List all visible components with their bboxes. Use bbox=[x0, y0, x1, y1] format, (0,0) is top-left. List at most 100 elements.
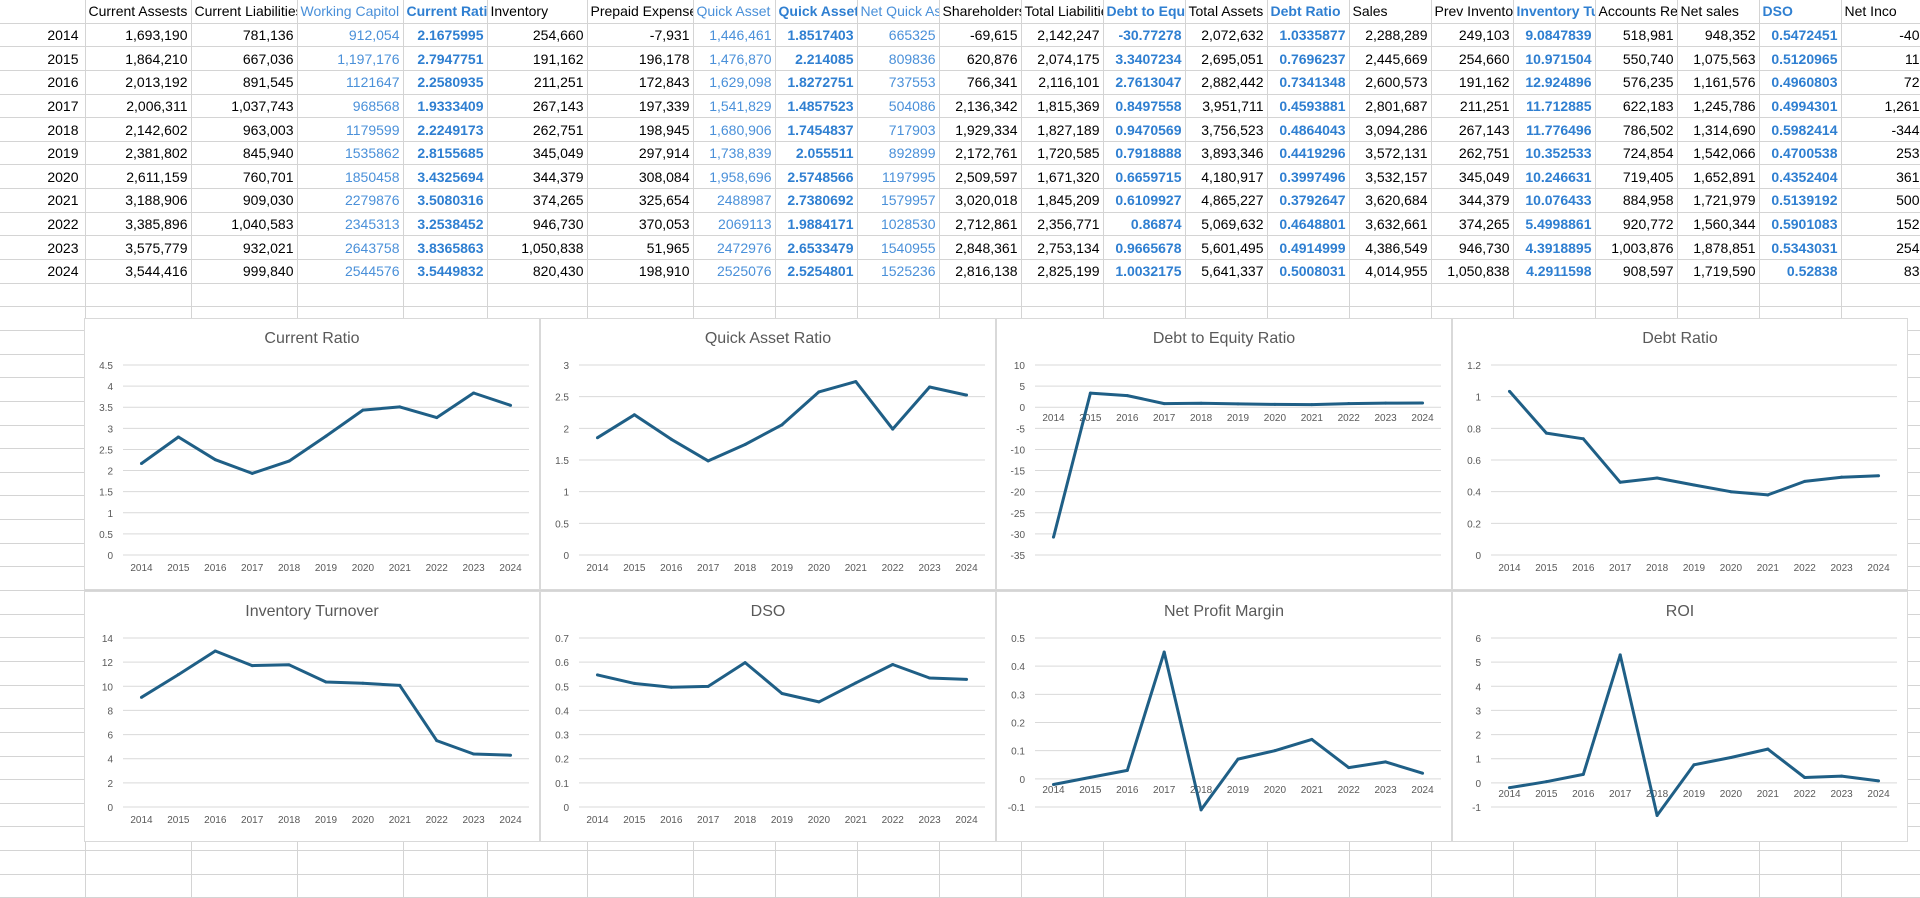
data-point[interactable] bbox=[1236, 757, 1240, 761]
data-cell[interactable]: 2345313 bbox=[297, 212, 404, 237]
empty-cell[interactable] bbox=[1759, 874, 1842, 898]
data-point[interactable] bbox=[1347, 402, 1351, 406]
data-point[interactable] bbox=[1507, 786, 1511, 790]
data-point[interactable] bbox=[1877, 779, 1881, 783]
empty-cell[interactable] bbox=[1185, 283, 1268, 308]
data-cell[interactable]: 2.214085 bbox=[775, 46, 858, 71]
column-header-cell[interactable]: Quick Asset bbox=[775, 0, 858, 24]
series-line[interactable] bbox=[140, 391, 511, 475]
data-cell[interactable]: 345,049 bbox=[1431, 164, 1514, 190]
data-cell[interactable]: 0.5120965 bbox=[1759, 46, 1842, 71]
data-cell[interactable]: 5,601,495 bbox=[1185, 235, 1268, 261]
data-cell[interactable]: 5.4998861 bbox=[1513, 212, 1596, 237]
data-point[interactable] bbox=[891, 663, 895, 667]
data-point[interactable] bbox=[472, 752, 476, 756]
data-cell[interactable]: 0.86874 bbox=[1103, 212, 1186, 237]
column-header-cell[interactable]: Quick Asset bbox=[693, 0, 776, 24]
data-cell[interactable]: 1028530 bbox=[857, 212, 940, 237]
data-point[interactable] bbox=[1199, 808, 1203, 812]
debt-ratio-chart[interactable]: Debt Ratio 1.2 1 0.8 0.6 0.4 0.2 0 2014 2015 2016 2… bbox=[1452, 318, 1908, 590]
row-year-cell[interactable]: 2019 bbox=[0, 141, 86, 166]
data-point[interactable] bbox=[1803, 776, 1807, 780]
data-cell[interactable]: 11.776496 bbox=[1513, 117, 1596, 142]
row-year-cell[interactable]: 2024 bbox=[0, 259, 86, 284]
data-cell[interactable]: 325,654 bbox=[587, 188, 694, 213]
data-cell[interactable]: 2,116,101 bbox=[1021, 70, 1104, 95]
data-point[interactable] bbox=[1162, 650, 1166, 654]
data-cell[interactable]: 1,929,334 bbox=[939, 117, 1022, 142]
data-cell[interactable]: 1,738,839 bbox=[693, 141, 776, 166]
data-point[interactable] bbox=[891, 427, 895, 431]
empty-cell[interactable] bbox=[587, 850, 694, 875]
data-cell[interactable]: 1,560,344 bbox=[1677, 212, 1760, 237]
data-point[interactable] bbox=[324, 680, 328, 684]
data-cell[interactable]: 1.0032175 bbox=[1103, 259, 1186, 284]
data-cell[interactable]: 2069113 bbox=[693, 212, 776, 237]
data-point[interactable] bbox=[817, 700, 821, 704]
data-point[interactable] bbox=[287, 459, 291, 463]
empty-cell[interactable] bbox=[1841, 874, 1920, 898]
empty-cell[interactable] bbox=[1349, 283, 1432, 308]
empty-cell[interactable] bbox=[85, 283, 192, 308]
data-cell[interactable]: 908,597 bbox=[1595, 259, 1678, 284]
data-cell[interactable]: 3,544,416 bbox=[85, 259, 192, 284]
data-point[interactable] bbox=[361, 408, 365, 412]
data-cell[interactable]: 0.4914999 bbox=[1267, 235, 1350, 261]
data-cell[interactable]: 3,632,661 bbox=[1349, 212, 1432, 237]
data-point[interactable] bbox=[706, 684, 710, 688]
empty-cell[interactable] bbox=[487, 874, 588, 898]
empty-cell[interactable] bbox=[403, 850, 488, 875]
column-header-cell[interactable]: Current Liabilities bbox=[191, 0, 298, 24]
empty-cell[interactable] bbox=[1021, 283, 1104, 308]
data-point[interactable] bbox=[213, 649, 217, 653]
data-cell[interactable]: 267,143 bbox=[487, 94, 588, 119]
data-cell[interactable]: 3,951,711 bbox=[1185, 94, 1268, 119]
data-cell[interactable]: 254 bbox=[1841, 235, 1920, 261]
empty-cell[interactable] bbox=[857, 283, 940, 308]
data-cell[interactable]: 10.971504 bbox=[1513, 46, 1596, 71]
data-cell[interactable]: 152 bbox=[1841, 212, 1920, 237]
empty-cell[interactable] bbox=[693, 283, 776, 308]
data-cell[interactable]: 1,314,690 bbox=[1677, 117, 1760, 142]
data-cell[interactable]: 0.5139192 bbox=[1759, 188, 1842, 213]
data-cell[interactable]: 5,641,337 bbox=[1185, 259, 1268, 284]
data-cell[interactable]: 0.4419296 bbox=[1267, 141, 1350, 166]
column-header-cell[interactable]: Working Capitol bbox=[297, 0, 404, 24]
data-cell[interactable]: 946,730 bbox=[487, 212, 588, 237]
data-cell[interactable]: 2525076 bbox=[693, 259, 776, 284]
empty-cell[interactable] bbox=[0, 614, 86, 639]
empty-cell[interactable] bbox=[1513, 874, 1596, 898]
data-cell[interactable]: 1,245,786 bbox=[1677, 94, 1760, 119]
data-cell[interactable]: 308,084 bbox=[587, 164, 694, 190]
column-header-cell[interactable]: Total Liabilitie bbox=[1021, 0, 1104, 24]
data-cell[interactable]: 2,172,761 bbox=[939, 141, 1022, 166]
data-point[interactable] bbox=[1088, 391, 1092, 395]
data-point[interactable] bbox=[1581, 772, 1585, 776]
empty-cell[interactable] bbox=[0, 803, 86, 828]
data-cell[interactable]: 892899 bbox=[857, 141, 940, 166]
data-point[interactable] bbox=[1655, 813, 1659, 817]
data-cell[interactable]: 2,816,138 bbox=[939, 259, 1022, 284]
data-cell[interactable]: 576,235 bbox=[1595, 70, 1678, 95]
row-year-cell[interactable]: 2023 bbox=[0, 235, 86, 261]
data-cell[interactable]: 254,660 bbox=[1431, 46, 1514, 71]
data-point[interactable] bbox=[1051, 782, 1055, 786]
data-cell[interactable]: 2.7947751 bbox=[403, 46, 488, 71]
data-point[interactable] bbox=[213, 458, 217, 462]
data-cell[interactable]: 909,030 bbox=[191, 188, 298, 213]
empty-cell[interactable] bbox=[1595, 850, 1678, 875]
empty-cell[interactable] bbox=[0, 283, 86, 308]
data-point[interactable] bbox=[928, 385, 932, 389]
data-cell[interactable]: 0.4864043 bbox=[1267, 117, 1350, 142]
row-year-cell[interactable]: 2014 bbox=[0, 23, 86, 48]
data-cell[interactable]: 374,265 bbox=[487, 188, 588, 213]
net-profit-margin-chart[interactable]: Net Profit Margin 0.5 0.4 0.3 0.2 0.1 0 -0.1 201… bbox=[996, 591, 1452, 842]
empty-cell[interactable] bbox=[0, 566, 86, 592]
data-cell[interactable]: 344,379 bbox=[487, 164, 588, 190]
data-cell[interactable]: 1,864,210 bbox=[85, 46, 192, 71]
data-point[interactable] bbox=[250, 471, 254, 475]
empty-cell[interactable] bbox=[0, 874, 86, 898]
row-year-cell[interactable]: 2015 bbox=[0, 46, 86, 71]
data-cell[interactable]: 0.5472451 bbox=[1759, 23, 1842, 48]
data-point[interactable] bbox=[965, 677, 969, 681]
